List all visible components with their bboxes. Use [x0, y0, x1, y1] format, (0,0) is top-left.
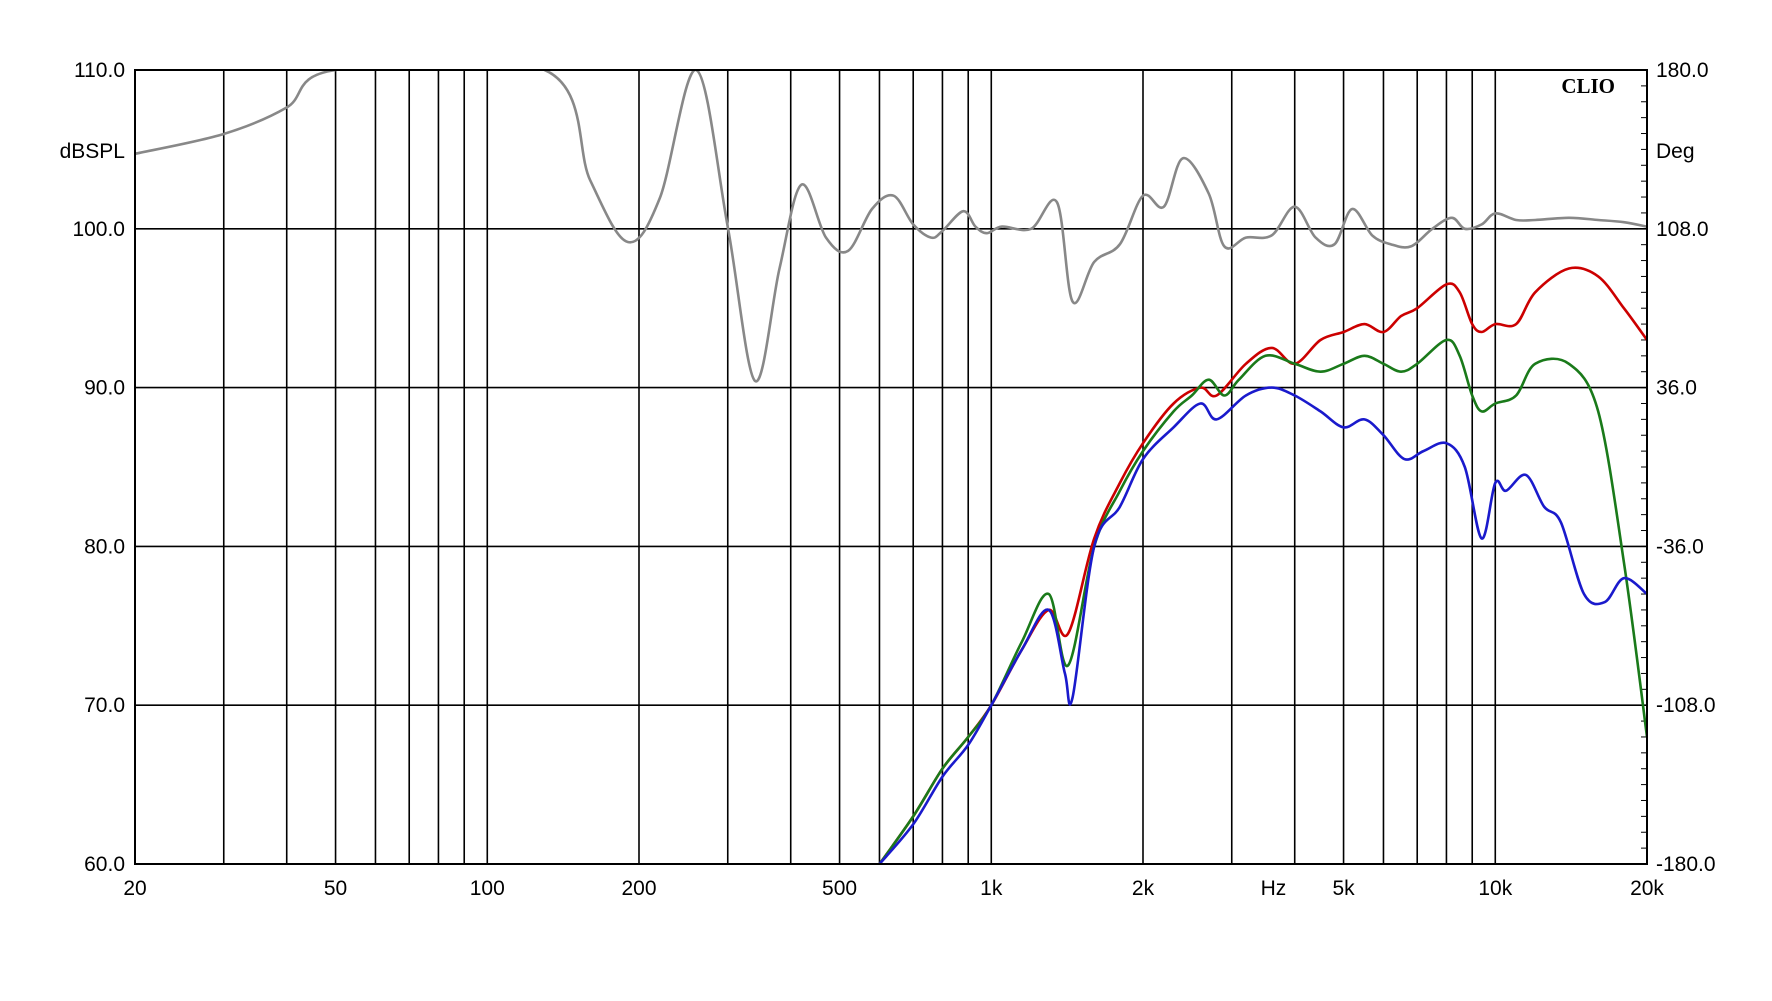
y2-tick-label: 180.0	[1656, 59, 1709, 82]
spl-curve-3	[878, 386, 1647, 864]
y2-tick-label: -36.0	[1656, 535, 1704, 558]
x-tick-label: 200	[621, 877, 656, 900]
y-tick-label: 90.0	[84, 377, 125, 400]
x-tick-label: 50	[324, 877, 347, 900]
y2-tick-label: -108.0	[1656, 694, 1716, 717]
brand-label: CLIO	[1561, 74, 1615, 98]
x-tick-label: 500	[822, 877, 857, 900]
y2-tick-label: 36.0	[1656, 377, 1697, 400]
x-tick-label: 100	[470, 877, 505, 900]
spl-curve-2	[878, 338, 1647, 864]
x-tick-label: 5k	[1332, 877, 1355, 900]
y-tick-label: 60.0	[84, 853, 125, 876]
tick-labels: 20 50 100 200 500 1k 2k 5k 10k 20k 60.0 70.0 80.0 90.…	[72, 59, 1715, 900]
curves	[135, 70, 1647, 864]
y2-tick-label: 108.0	[1656, 218, 1709, 241]
y-axis-label: dBSPL	[60, 140, 125, 163]
x-tick-label: 1k	[980, 877, 1003, 900]
y2-tick-label: -180.0	[1656, 853, 1716, 876]
y-tick-label: 100.0	[72, 218, 125, 241]
grid	[135, 69, 1647, 865]
y-tick-label: 110.0	[74, 59, 125, 82]
plot-frame	[134, 69, 1648, 865]
x-axis-label: Hz	[1261, 877, 1287, 900]
x-tick-label: 10k	[1478, 877, 1512, 900]
phase-curve	[135, 70, 1647, 383]
y-tick-label: 80.0	[84, 535, 125, 558]
y-tick-label: 70.0	[84, 694, 125, 717]
x-tick-label: 2k	[1132, 877, 1155, 900]
y2-axis-label: Deg	[1656, 140, 1695, 163]
x-tick-label: 20k	[1630, 877, 1664, 900]
x-tick-label: 20	[123, 877, 146, 900]
